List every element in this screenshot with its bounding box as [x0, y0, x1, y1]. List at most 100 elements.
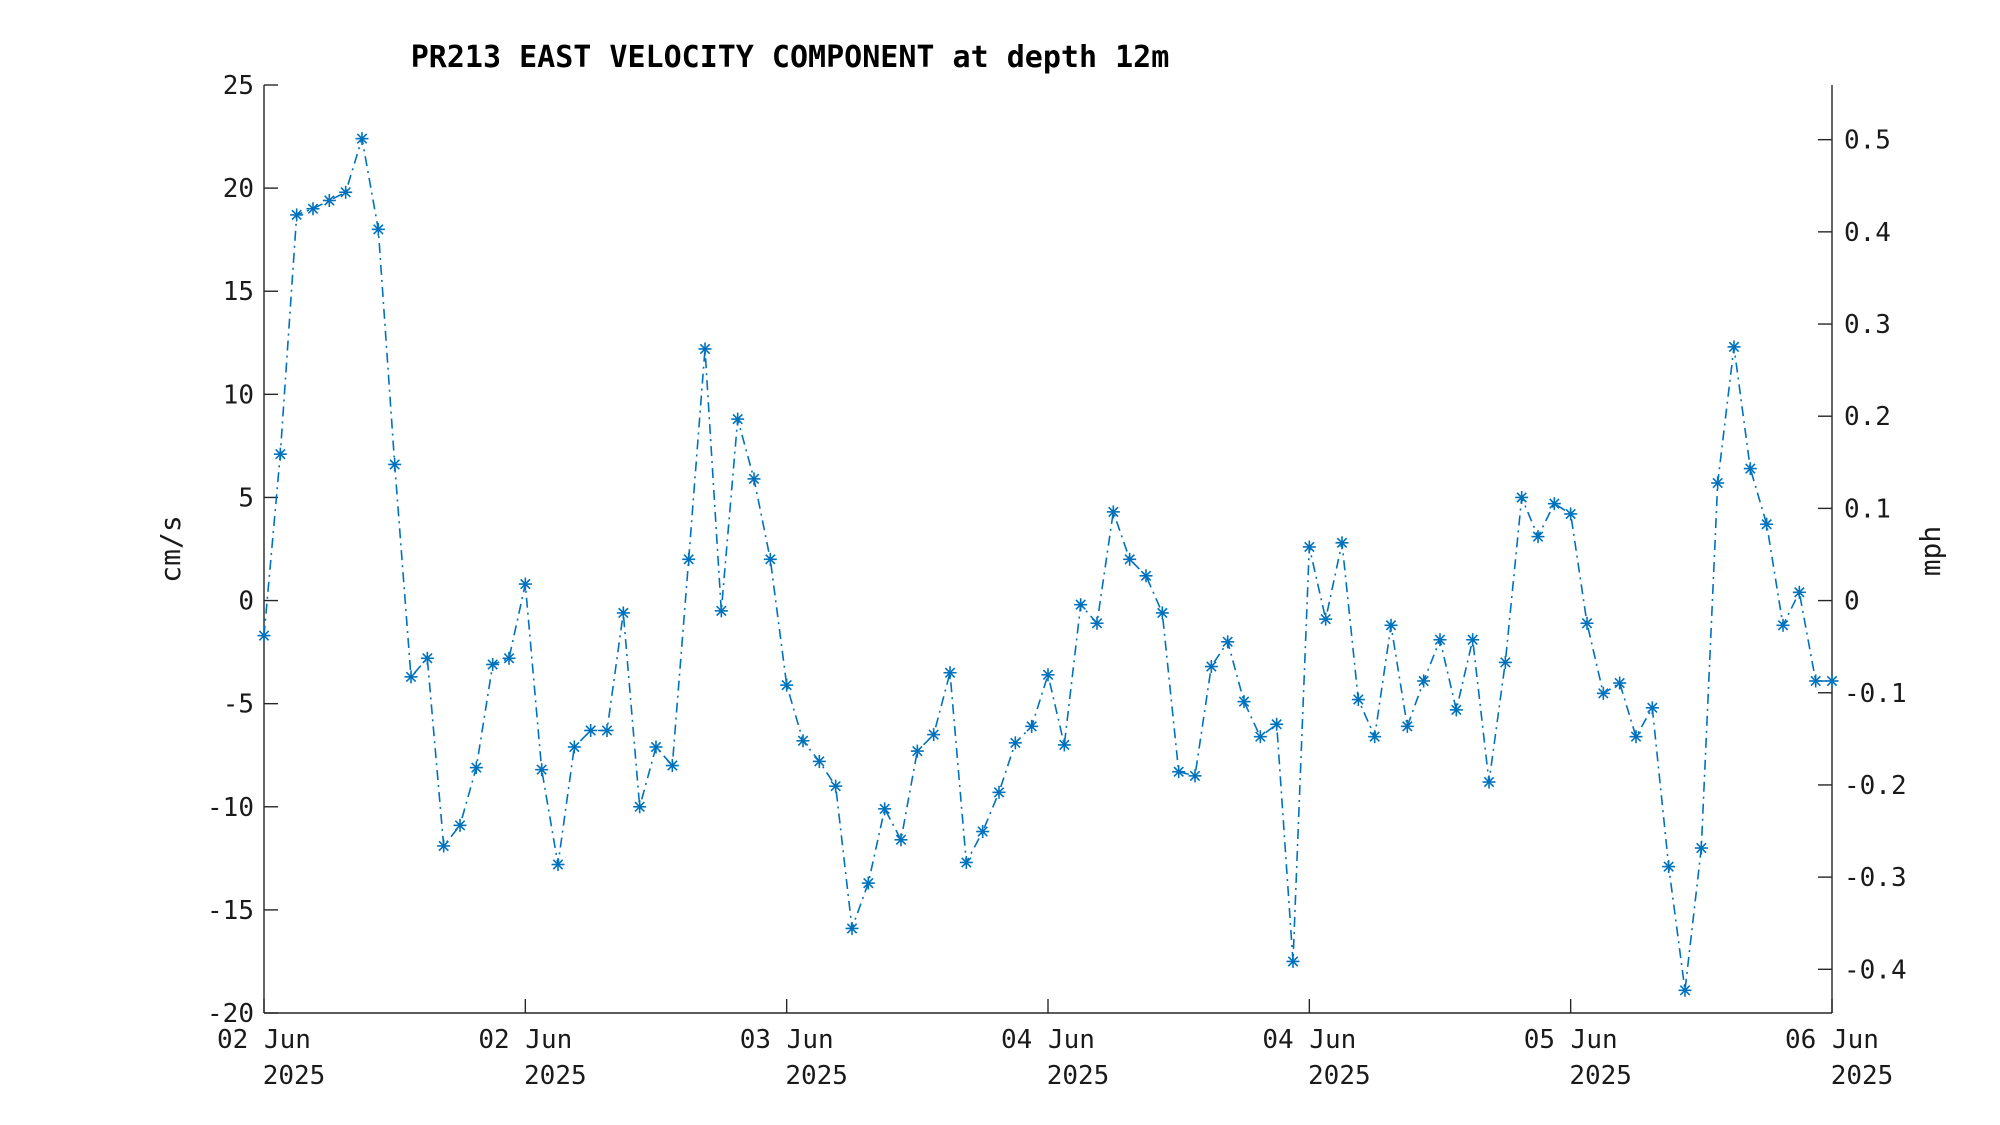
data-point: [1727, 340, 1741, 354]
data-point: [1155, 606, 1169, 620]
data-point: [665, 759, 679, 773]
data-point: [257, 629, 271, 643]
data-point: [1433, 633, 1447, 647]
data-point: [551, 858, 565, 872]
data-point: [616, 606, 630, 620]
right-y-tick-label: -0.3: [1844, 863, 1907, 893]
x-tick-label-date: 04 Jun: [1262, 1025, 1356, 1055]
data-point: [1335, 536, 1349, 550]
data-point: [878, 802, 892, 816]
data-point: [453, 818, 467, 832]
data-point: [1090, 616, 1104, 630]
data-point: [1384, 618, 1398, 632]
data-point: [1466, 633, 1480, 647]
data-point: [1678, 983, 1692, 997]
data-point: [371, 222, 385, 236]
left-y-tick-label: 10: [223, 380, 254, 410]
chart-title: PR213 EAST VELOCITY COMPONENT at depth 1…: [411, 40, 1170, 75]
data-point: [600, 723, 614, 737]
right-y-axis-label: mph: [1914, 526, 1947, 577]
axes-frame: [263, 85, 1833, 1014]
right-y-tick-label: -0.4: [1844, 955, 1907, 985]
data-point: [1221, 635, 1235, 649]
x-tick-label-date: 04 Jun: [1001, 1025, 1095, 1055]
data-point: [1368, 730, 1382, 744]
right-y-tick-label: 0.4: [1844, 218, 1891, 248]
series-east-velocity: [257, 132, 1839, 997]
data-point: [1286, 954, 1300, 968]
data-point: [273, 447, 287, 461]
right-y-tick-label: 0.2: [1844, 402, 1891, 432]
data-point: [927, 728, 941, 742]
left-y-tick-label: 15: [223, 277, 254, 307]
data-point: [567, 740, 581, 754]
left-y-tick-label: 5: [238, 483, 254, 513]
data-point: [633, 800, 647, 814]
data-point: [1302, 540, 1316, 554]
data-point: [943, 666, 957, 680]
data-point: [1482, 775, 1496, 789]
data-point: [1253, 730, 1267, 744]
right-y-tick-label: 0.5: [1844, 126, 1891, 156]
data-point: [1662, 860, 1676, 874]
data-point: [1417, 674, 1431, 688]
data-point: [796, 734, 810, 748]
right-y-tick-label: -0.1: [1844, 679, 1907, 709]
y-axis-label: cm/s: [154, 515, 187, 582]
data-point: [1270, 717, 1284, 731]
left-y-tick-label: 25: [223, 71, 254, 101]
data-point: [976, 825, 990, 839]
x-tick-label-year: 2025: [1831, 1061, 1894, 1091]
data-point: [682, 552, 696, 566]
data-point: [1531, 530, 1545, 544]
data-point: [698, 342, 712, 356]
data-point: [1580, 616, 1594, 630]
right-y-ticks: 0.5 0.4 0.3 0.2 0.1 0 -0.1 -0.2 -0.3 -0.4: [1818, 126, 1907, 985]
left-y-tick-label: -15: [207, 896, 254, 926]
data-point: [829, 779, 843, 793]
x-tick-label-year: 2025: [1569, 1061, 1632, 1091]
right-y-tick-label: 0.3: [1844, 310, 1891, 340]
data-point: [1645, 701, 1659, 715]
data-point: [322, 193, 336, 207]
data-point: [502, 651, 516, 665]
x-tick-label-year: 2025: [524, 1061, 587, 1091]
data-point: [1057, 738, 1071, 752]
data-point: [1319, 612, 1333, 626]
data-point: [469, 761, 483, 775]
data-point: [910, 744, 924, 758]
left-y-tick-label: -20: [207, 999, 254, 1029]
data-point: [1204, 660, 1218, 674]
x-tick-label-date: 05 Jun: [1524, 1025, 1618, 1055]
left-y-ticks: 25 20 15 10 5 0 -5 -10 -15 -20: [207, 71, 278, 1029]
x-tick-label-year: 2025: [263, 1061, 326, 1091]
x-tick-label-year: 2025: [1308, 1061, 1371, 1091]
data-point: [1188, 769, 1202, 783]
right-y-tick-label: 0: [1844, 587, 1860, 617]
data-point: [584, 723, 598, 737]
data-point: [355, 132, 369, 146]
left-y-tick-label: -10: [207, 793, 254, 823]
data-point: [1613, 676, 1627, 690]
data-point: [290, 208, 304, 222]
data-point: [1041, 668, 1055, 682]
left-y-tick-label: 0: [238, 587, 254, 617]
data-point: [1449, 703, 1463, 717]
data-point: [1694, 841, 1708, 855]
data-point: [812, 754, 826, 768]
data-point: [1123, 552, 1137, 566]
data-point: [306, 202, 320, 216]
right-y-tick-label: 0.1: [1844, 494, 1891, 524]
data-point: [486, 657, 500, 671]
series-markers: [257, 132, 1839, 997]
data-point: [1792, 585, 1806, 599]
data-point: [388, 457, 402, 471]
data-point: [1596, 686, 1610, 700]
data-point: [992, 785, 1006, 799]
data-point: [1825, 674, 1839, 688]
x-tick-label-date: 02 Jun: [478, 1025, 572, 1055]
data-point: [1498, 655, 1512, 669]
data-point: [1515, 490, 1529, 504]
data-point: [763, 552, 777, 566]
